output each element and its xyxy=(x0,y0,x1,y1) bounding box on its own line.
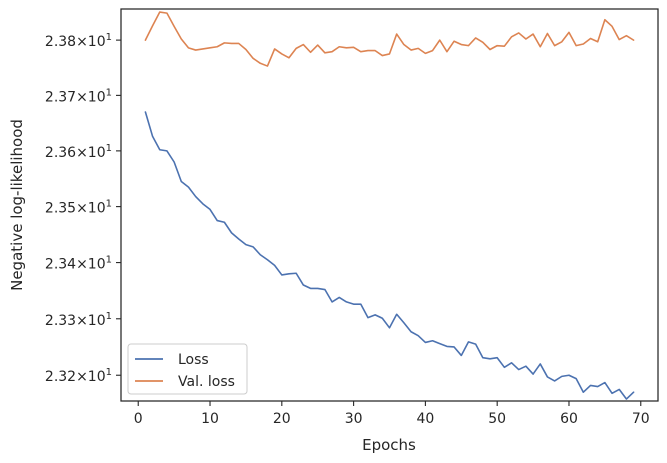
x-tick-label: 70 xyxy=(632,411,650,427)
y-tick-label: 2.33×101 xyxy=(45,311,112,329)
x-tick-label: 60 xyxy=(560,411,578,427)
legend-label-val-loss: Val. loss xyxy=(178,374,235,390)
y-axis: 2.32×101 2.33×101 2.34×101 2.35×101 2.36×101… xyxy=(45,32,121,385)
series-line-loss xyxy=(144,111,635,400)
x-tick-label: 10 xyxy=(201,411,219,427)
y-tick-label: 2.34×101 xyxy=(45,255,112,273)
series-layer xyxy=(144,11,635,400)
plot-frame xyxy=(120,8,659,402)
y-tick-label: 2.37×101 xyxy=(45,87,112,105)
plot-background xyxy=(121,9,658,401)
y-tick-label: 2.38×101 xyxy=(45,32,112,50)
x-tick-label: 40 xyxy=(416,411,434,427)
y-tick-label: 2.36×101 xyxy=(45,143,112,161)
legend-label-loss: Loss xyxy=(178,352,209,368)
y-tick-label: 2.32×101 xyxy=(45,367,112,385)
x-tick-label: 0 xyxy=(134,411,143,427)
x-tick-label: 50 xyxy=(488,411,506,427)
y-tick-label: 2.35×101 xyxy=(45,199,112,217)
legend: Loss Val. loss xyxy=(127,343,248,395)
x-axis: 0 10 20 30 40 50 60 70 xyxy=(134,401,650,427)
series-line-val-loss xyxy=(144,11,635,67)
x-tick-label: 20 xyxy=(273,411,291,427)
y-axis-label: Negative log-likelihood xyxy=(8,119,26,291)
x-tick-label: 30 xyxy=(345,411,363,427)
x-axis-label: Epochs xyxy=(362,436,416,454)
